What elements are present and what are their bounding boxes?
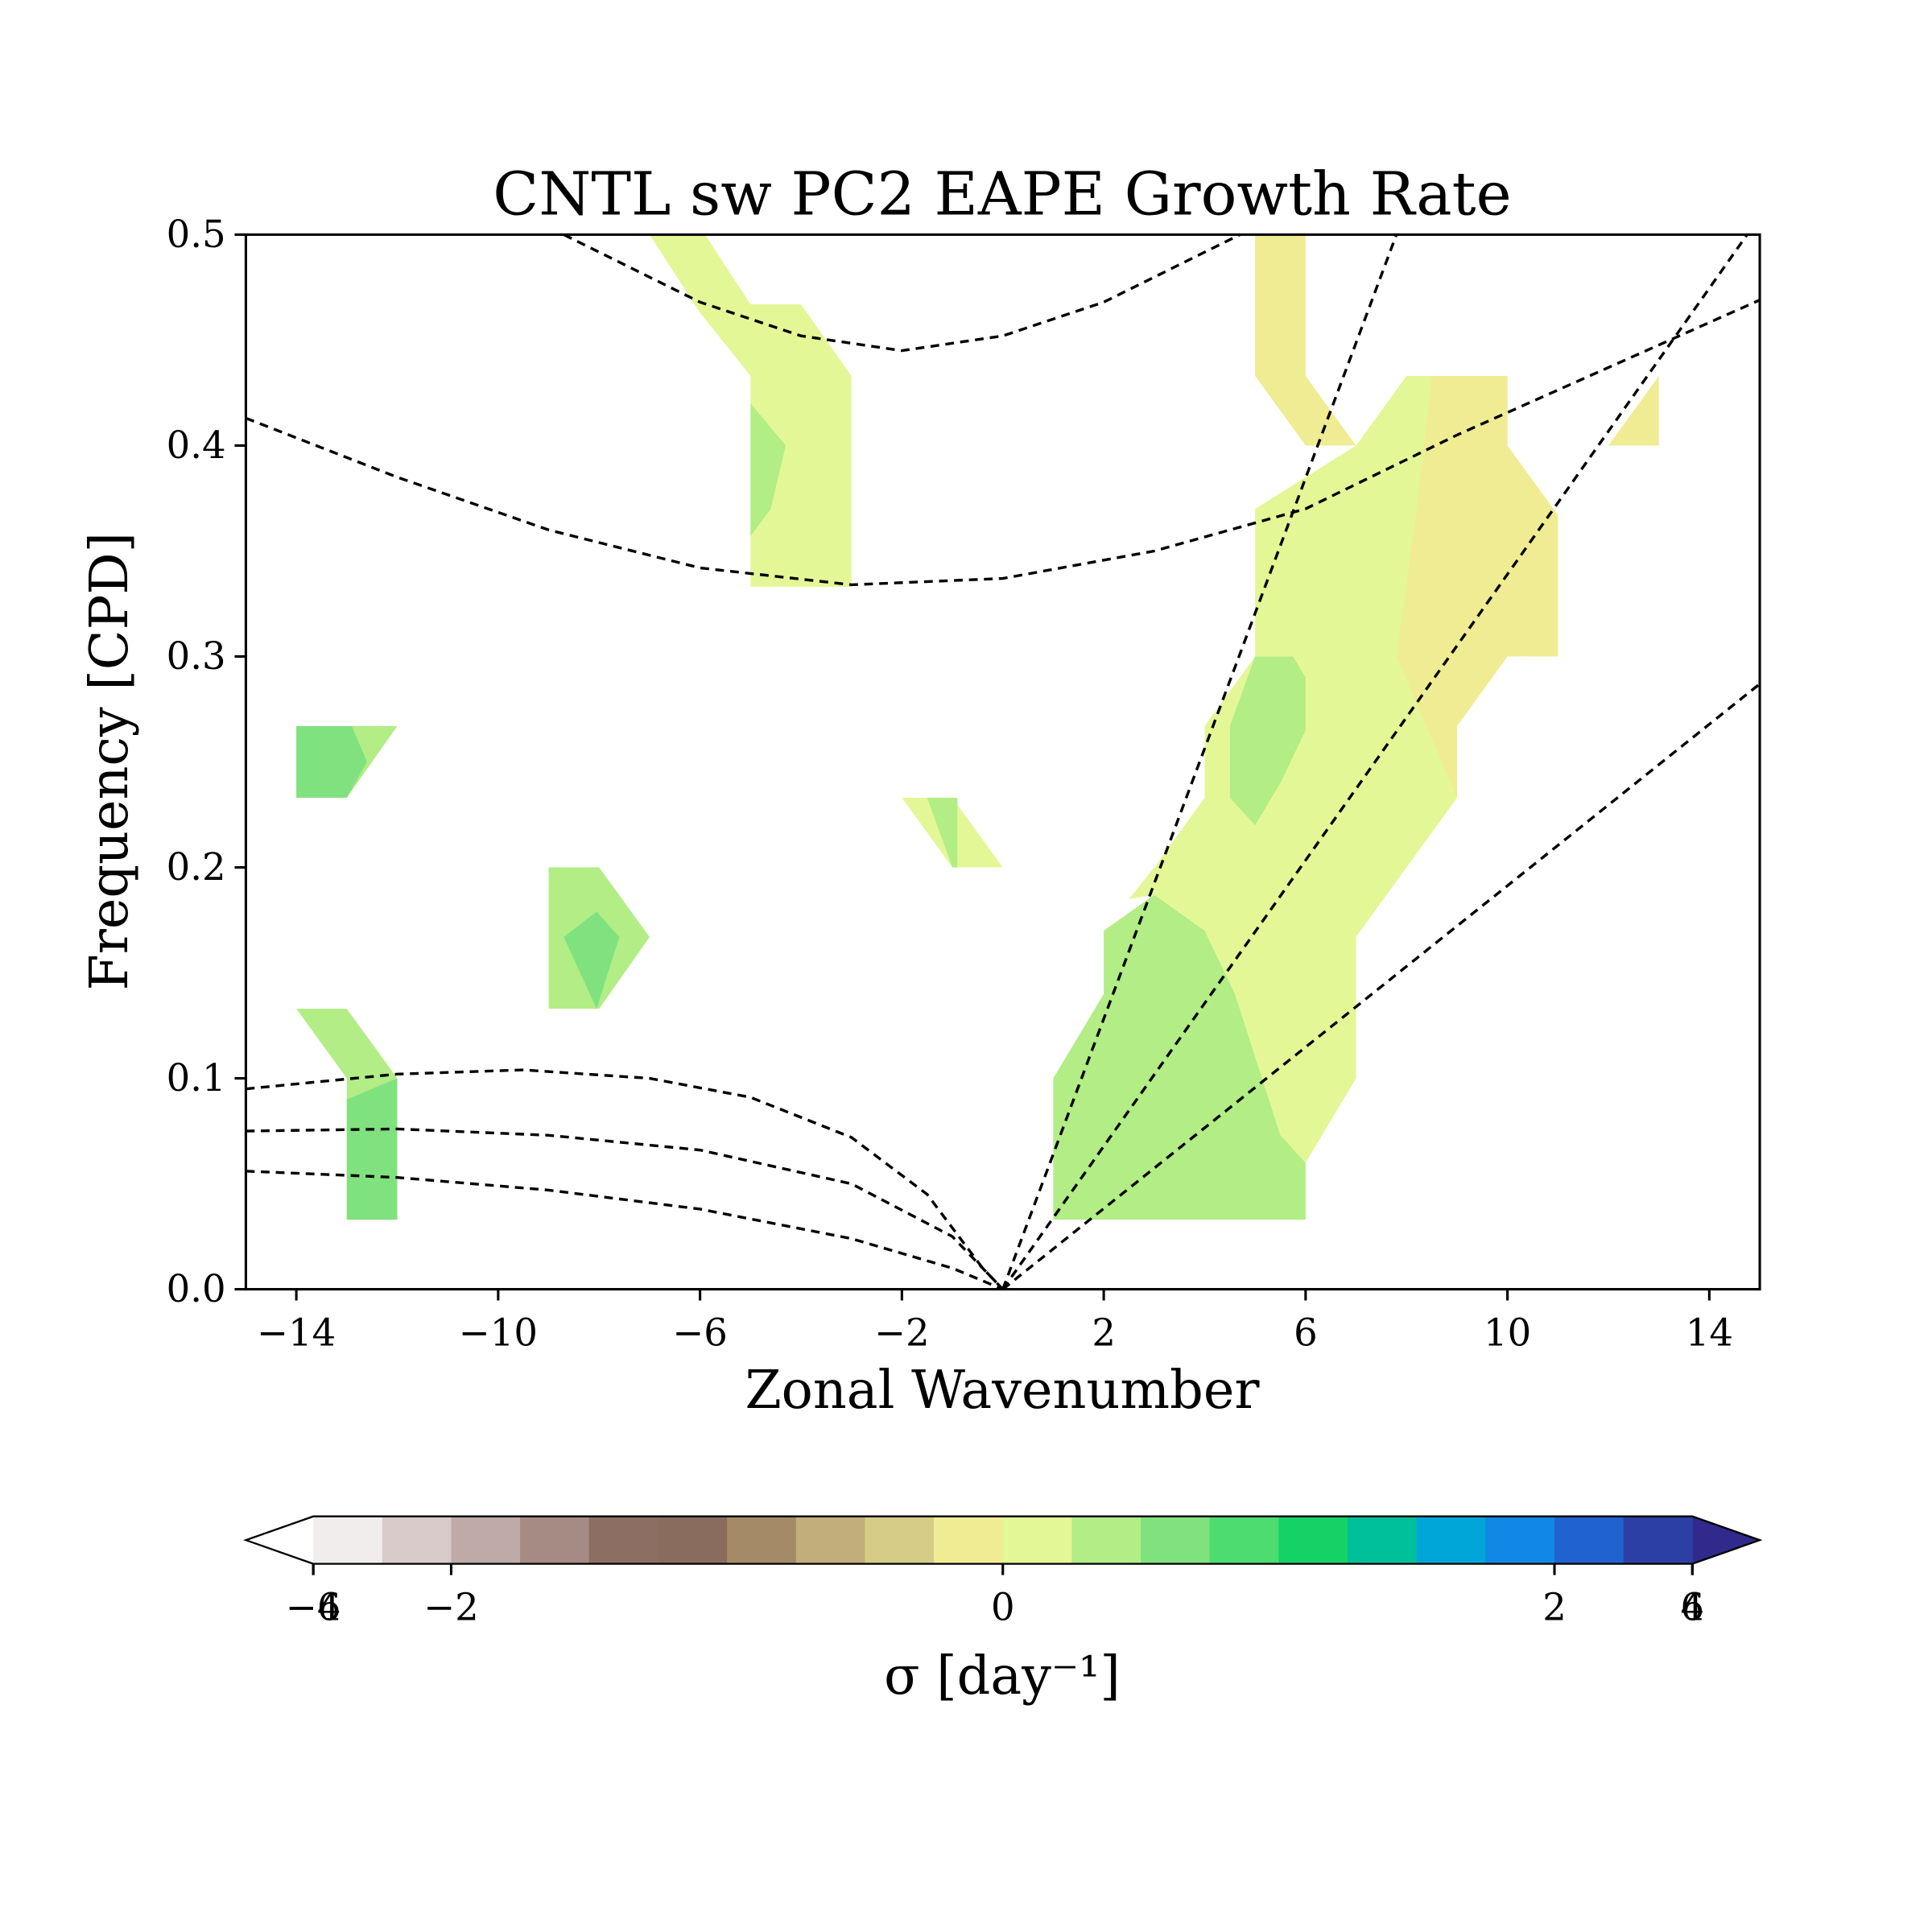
colorbar-tick-label: 4 bbox=[1681, 1585, 1705, 1629]
contour-region bbox=[1053, 894, 1306, 1220]
contour-region bbox=[1229, 656, 1306, 826]
colorbar-bin bbox=[1416, 1516, 1487, 1564]
colorbar-bin bbox=[1141, 1516, 1211, 1564]
x-axis-label: Zonal Wavenumber bbox=[745, 1360, 1260, 1421]
y-tick-label: 0.2 bbox=[167, 845, 226, 889]
y-tick-label: 0.5 bbox=[167, 213, 226, 256]
colorbar-tick-label: 0 bbox=[991, 1585, 1015, 1629]
dispersion-curve bbox=[246, 1127, 1004, 1290]
contour-region bbox=[1396, 376, 1558, 799]
x-tick-label: −6 bbox=[672, 1311, 728, 1354]
colorbar-tick-label: 6 bbox=[1681, 1585, 1705, 1629]
colorbar-bin bbox=[1071, 1516, 1141, 1564]
colorbar-bin bbox=[588, 1516, 659, 1564]
contour-region bbox=[1255, 234, 1356, 446]
contour-region bbox=[750, 403, 786, 537]
x-tick-label: −14 bbox=[257, 1311, 336, 1354]
colorbar-bin bbox=[313, 1516, 383, 1564]
y-axis-label: Frequency [CPD] bbox=[80, 532, 140, 991]
colorbar-bin bbox=[451, 1516, 521, 1564]
dispersion-curve bbox=[1001, 683, 1761, 1290]
y-tick-label: 0.0 bbox=[167, 1267, 226, 1311]
y-tick-label: 0.3 bbox=[167, 634, 226, 678]
dispersion-curve bbox=[246, 1068, 1004, 1290]
plot-area bbox=[246, 234, 1761, 1290]
contour-region bbox=[564, 911, 620, 1009]
x-tick-label: −10 bbox=[459, 1311, 538, 1354]
colorbar-bin bbox=[1554, 1516, 1624, 1564]
colorbar-bin bbox=[1623, 1516, 1694, 1564]
colorbar-bin bbox=[934, 1516, 1004, 1564]
x-tick-label: −2 bbox=[874, 1311, 930, 1354]
dispersion-curve bbox=[246, 299, 1761, 587]
colorbar-bin bbox=[520, 1516, 590, 1564]
colorbar-tick-label: −4 bbox=[286, 1585, 341, 1629]
colorbar-bin bbox=[1348, 1516, 1418, 1564]
colorbar-bin bbox=[1485, 1516, 1555, 1564]
colorbar-bin bbox=[1278, 1516, 1348, 1564]
y-tick-label: 0.4 bbox=[167, 423, 226, 467]
x-tick-label: 10 bbox=[1484, 1311, 1531, 1354]
x-tick-label: 6 bbox=[1294, 1311, 1318, 1354]
contour-region bbox=[296, 725, 367, 799]
contour-region bbox=[927, 798, 958, 868]
contour-region bbox=[346, 1078, 398, 1220]
colorbar-bin bbox=[727, 1516, 797, 1564]
colorbar-bin bbox=[382, 1516, 452, 1564]
dispersion-curve bbox=[246, 1170, 1004, 1290]
x-tick-label: 2 bbox=[1092, 1311, 1116, 1354]
y-tick-label: 0.1 bbox=[167, 1056, 226, 1100]
colorbar-tick-label: 2 bbox=[1542, 1585, 1567, 1629]
contour-region bbox=[1608, 376, 1659, 446]
x-tick-label: 14 bbox=[1686, 1311, 1733, 1354]
colorbar-extend-under bbox=[246, 1516, 314, 1564]
colorbar-label: σ [day⁻¹] bbox=[884, 1646, 1121, 1707]
colorbar-extend-over bbox=[1692, 1516, 1761, 1564]
chart-title: CNTL sw PC2 EAPE Growth Rate bbox=[493, 159, 1511, 229]
colorbar-bin bbox=[658, 1516, 728, 1564]
colorbar-bin bbox=[795, 1516, 866, 1564]
colorbar-bin bbox=[1209, 1516, 1280, 1564]
axes-frame bbox=[244, 233, 1761, 1291]
dispersion-curve bbox=[1001, 234, 1748, 1290]
dispersion-curve bbox=[1001, 234, 1398, 1290]
colorbar-bin bbox=[865, 1516, 935, 1564]
colorbar-bin bbox=[1002, 1516, 1073, 1564]
dispersion-curve bbox=[563, 234, 1241, 353]
colorbar-tick-label: −2 bbox=[423, 1585, 479, 1629]
colorbar-tick-label: −6 bbox=[286, 1585, 341, 1629]
